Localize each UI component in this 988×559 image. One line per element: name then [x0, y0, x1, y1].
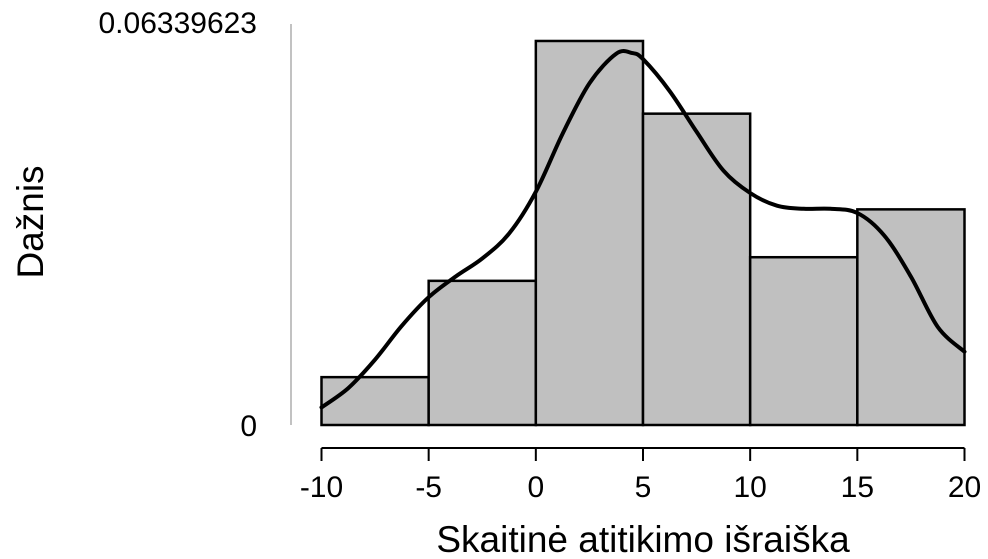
histogram-bar [534, 39, 645, 427]
x-tick-label: 0 [527, 471, 544, 504]
histogram-bars [320, 39, 966, 427]
x-axis-label: Skaitinė atitikimo išraiška [436, 519, 850, 554]
y-axis-ticks: 0 0.06339623 [99, 7, 258, 443]
x-axis-ticks: -10 -5 0 5 10 15 20 [300, 448, 981, 504]
histogram-bar [320, 375, 430, 427]
y-axis-label: Dažnis [10, 165, 51, 278]
histogram-bar [856, 208, 966, 427]
x-tick-label: 5 [635, 471, 652, 504]
y-tick-label: 0.06339623 [99, 7, 258, 40]
density-curve [319, 49, 967, 410]
histogram-bar [748, 255, 859, 427]
x-tick-label: 10 [733, 471, 766, 504]
x-tick-label: -5 [415, 471, 442, 504]
histogram-bar [641, 112, 752, 427]
histogram-bar [427, 279, 538, 427]
x-tick-label: 20 [948, 471, 981, 504]
y-tick-label: 0 [240, 410, 257, 443]
x-tick-label: -10 [300, 471, 343, 504]
x-tick-label: 15 [841, 471, 874, 504]
